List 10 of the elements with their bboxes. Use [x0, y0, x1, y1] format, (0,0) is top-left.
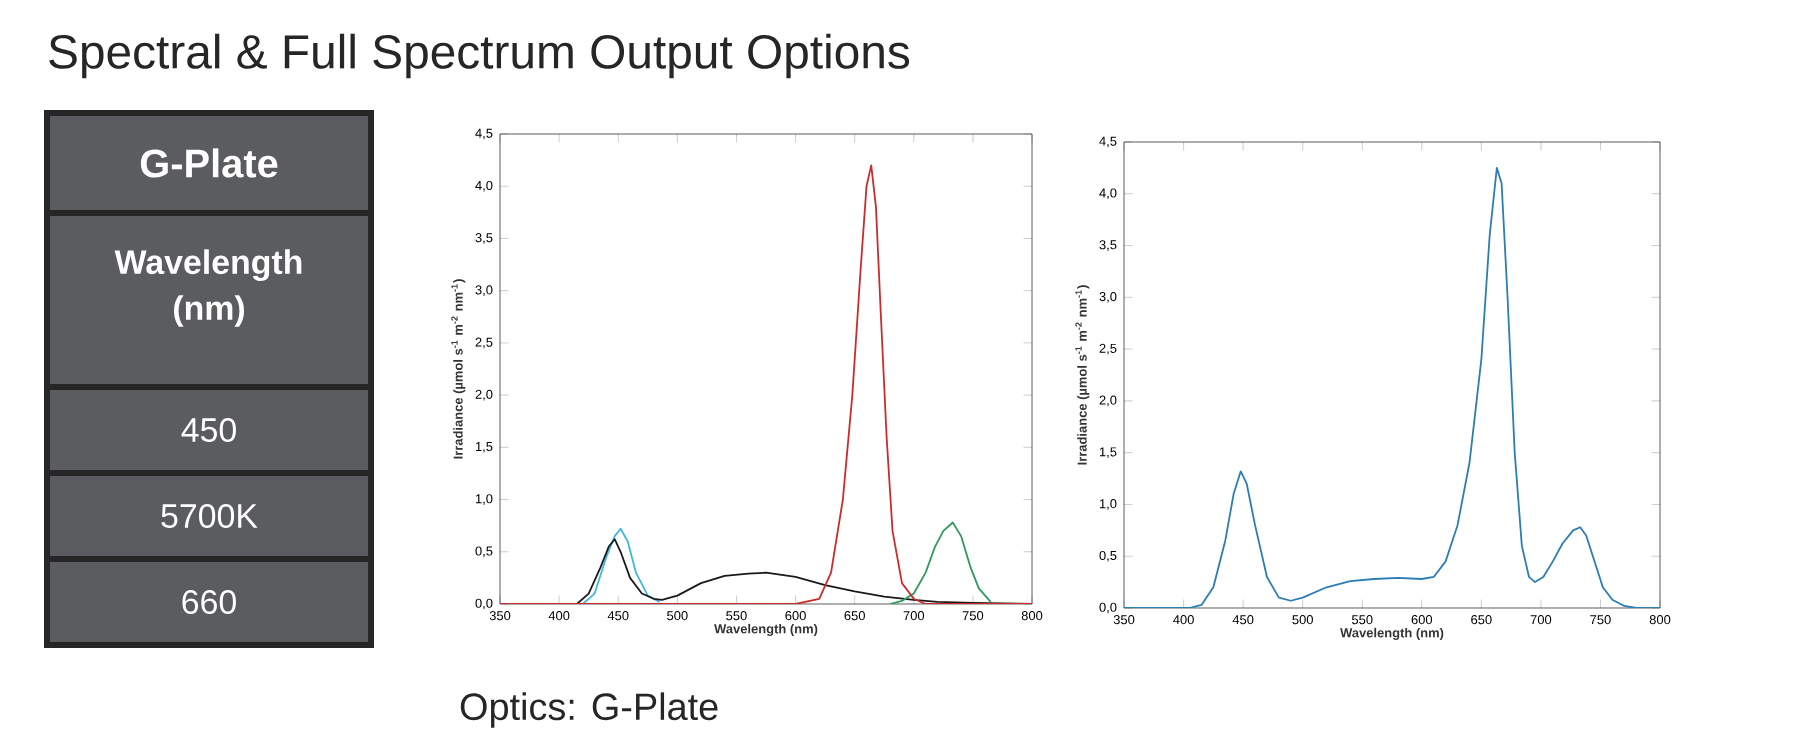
text: G-Plate — [140, 148, 278, 178]
line-series — [500, 164, 1033, 604]
text: 660 — [182, 590, 236, 614]
text: Wavelength (nm) — [114, 249, 302, 327]
text: Spectral & Full Spectrum Output Options — [49, 33, 910, 79]
text: 5700K — [161, 504, 258, 528]
line-series — [581, 527, 661, 604]
line-series — [889, 521, 992, 604]
text: Optics: G-Plate — [460, 692, 718, 728]
text: 450 — [181, 418, 236, 442]
